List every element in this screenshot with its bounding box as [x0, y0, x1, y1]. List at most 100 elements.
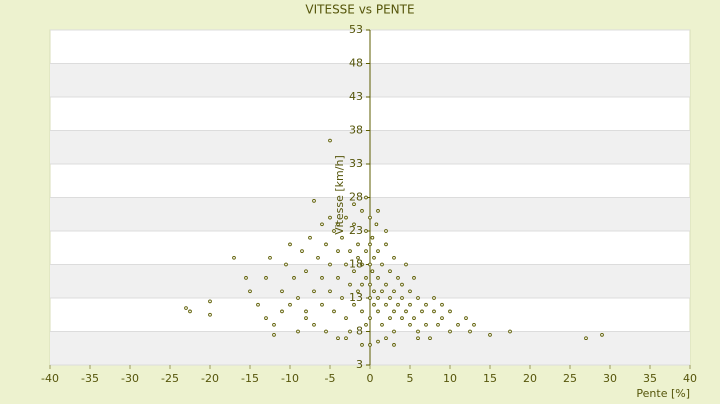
point [312, 322, 316, 327]
x-tick-label: 25 [563, 372, 577, 385]
point [404, 262, 408, 267]
point [324, 329, 328, 334]
x-tick-label: 35 [643, 372, 657, 385]
point [328, 138, 332, 143]
point [388, 316, 392, 320]
point [416, 329, 420, 334]
point [264, 316, 268, 320]
y-tick-label: 8 [356, 325, 363, 338]
point [336, 336, 340, 341]
point [400, 282, 404, 287]
point [372, 255, 376, 260]
point [448, 329, 452, 334]
point [416, 336, 420, 341]
point [280, 289, 284, 294]
point [600, 333, 604, 337]
point [468, 329, 472, 334]
point [284, 262, 288, 267]
point [400, 296, 404, 300]
point [232, 255, 236, 260]
point [348, 329, 352, 334]
point [472, 322, 476, 327]
point [364, 322, 368, 327]
point [372, 302, 376, 307]
point [360, 343, 364, 347]
point [364, 249, 368, 253]
point [336, 249, 340, 253]
point [384, 282, 388, 287]
point [324, 242, 328, 247]
point [320, 302, 324, 307]
point [376, 339, 380, 344]
point [392, 329, 396, 334]
x-tick-label: -40 [41, 372, 59, 385]
point [336, 222, 340, 227]
chart-title: VITESSE vs PENTE [305, 3, 414, 17]
point [368, 296, 372, 300]
y-tick-label: 23 [349, 224, 363, 237]
point [392, 255, 396, 260]
y-tick-label: 28 [349, 191, 363, 204]
x-tick-label: -15 [241, 372, 259, 385]
point [412, 276, 416, 280]
point [272, 322, 276, 327]
point [368, 215, 372, 220]
point [368, 262, 372, 267]
point [272, 333, 276, 337]
point [328, 262, 332, 267]
point [328, 215, 332, 220]
y-tick-label: 38 [349, 124, 363, 137]
point [316, 255, 320, 260]
point [488, 333, 492, 337]
x-tick-label: -10 [281, 372, 299, 385]
point [368, 343, 372, 347]
x-tick-label: -20 [201, 372, 219, 385]
point [360, 309, 364, 314]
point [296, 296, 300, 300]
point [384, 302, 388, 307]
point [352, 202, 356, 207]
point [304, 316, 308, 320]
point [392, 309, 396, 314]
point [344, 336, 348, 341]
point [408, 289, 412, 294]
point [312, 289, 316, 294]
point [352, 302, 356, 307]
point [344, 215, 348, 220]
point [256, 302, 260, 307]
point [408, 302, 412, 307]
point [380, 262, 384, 267]
point [428, 336, 432, 341]
x-tick-label: 0 [367, 372, 374, 385]
point [436, 322, 440, 327]
point [420, 309, 424, 314]
y-axis-label: Vitesse [km/h] [333, 155, 346, 235]
point [392, 289, 396, 294]
x-tick-label: 20 [523, 372, 537, 385]
point [396, 302, 400, 307]
point [264, 276, 268, 280]
point [280, 309, 284, 314]
point [360, 209, 364, 213]
x-tick-label: 15 [483, 372, 497, 385]
point [376, 309, 380, 314]
point [208, 312, 212, 317]
x-tick-label: 10 [443, 372, 457, 385]
x-tick-label: -5 [325, 372, 336, 385]
point [412, 316, 416, 320]
point [352, 269, 356, 274]
point [376, 276, 380, 280]
point [292, 276, 296, 280]
point [388, 296, 392, 300]
point [384, 336, 388, 341]
point [248, 289, 252, 294]
point [384, 229, 388, 233]
point [208, 299, 212, 304]
point [304, 309, 308, 314]
point [380, 289, 384, 294]
y-tick-label: 33 [349, 157, 363, 170]
point [360, 282, 364, 287]
point [376, 296, 380, 300]
point [424, 322, 428, 327]
point [340, 296, 344, 300]
